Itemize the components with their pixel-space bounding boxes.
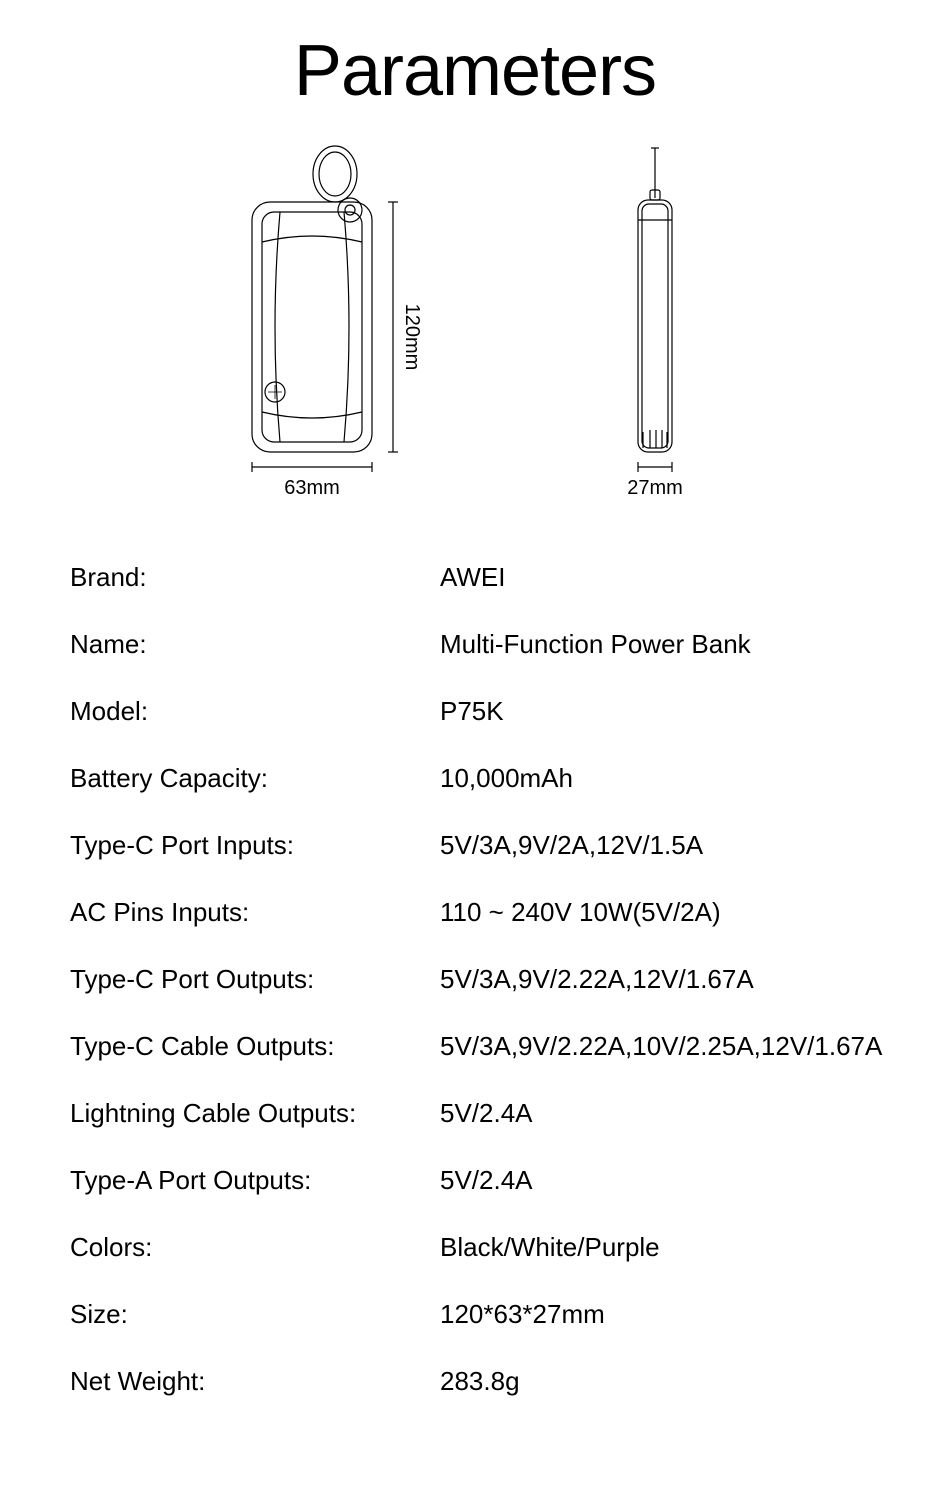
side-width-label: 27mm	[627, 477, 683, 499]
spec-value: 10,000mAh	[440, 763, 882, 794]
spec-value: 5V/2.4A	[440, 1165, 882, 1196]
spec-label: Type-C Cable Outputs:	[70, 1031, 440, 1062]
spec-value: Black/White/Purple	[440, 1232, 882, 1263]
front-height-label: 120mm	[401, 304, 423, 371]
front-view-svg: 120mm 63mm	[220, 142, 450, 522]
spec-table: Brand: AWEI Name: Multi-Function Power B…	[70, 562, 880, 1397]
spec-value: Multi-Function Power Bank	[440, 629, 882, 660]
spec-value: 5V/2.4A	[440, 1098, 882, 1129]
spec-value: AWEI	[440, 562, 882, 593]
spec-label: AC Pins Inputs:	[70, 897, 440, 928]
spec-label: Type-C Port Inputs:	[70, 830, 440, 861]
spec-label: Brand:	[70, 562, 440, 593]
spec-value: P75K	[440, 696, 882, 727]
diagram-row: 120mm 63mm	[70, 142, 880, 527]
spec-value: 5V/3A,9V/2.22A,10V/2.25A,12V/1.67A	[440, 1031, 882, 1062]
spec-label: Name:	[70, 629, 440, 660]
spec-value: 5V/3A,9V/2A,12V/1.5A	[440, 830, 882, 861]
page-title: Parameters	[70, 30, 880, 112]
diagram-side: 27mm	[580, 142, 730, 527]
spec-value: 283.8g	[440, 1366, 882, 1397]
spec-label: Net Weight:	[70, 1366, 440, 1397]
spec-label: Type-C Port Outputs:	[70, 964, 440, 995]
spec-label: Lightning Cable Outputs:	[70, 1098, 440, 1129]
spec-label: Model:	[70, 696, 440, 727]
spec-value: 5V/3A,9V/2.22A,12V/1.67A	[440, 964, 882, 995]
spec-label: Type-A Port Outputs:	[70, 1165, 440, 1196]
spec-value: 120*63*27mm	[440, 1299, 882, 1330]
side-view-svg: 27mm	[580, 142, 730, 522]
spec-label: Colors:	[70, 1232, 440, 1263]
diagram-front: 120mm 63mm	[220, 142, 450, 527]
spec-label: Size:	[70, 1299, 440, 1330]
spec-value: 110 ~ 240V 10W(5V/2A)	[440, 897, 882, 928]
front-width-label: 63mm	[284, 477, 340, 499]
spec-label: Battery Capacity:	[70, 763, 440, 794]
